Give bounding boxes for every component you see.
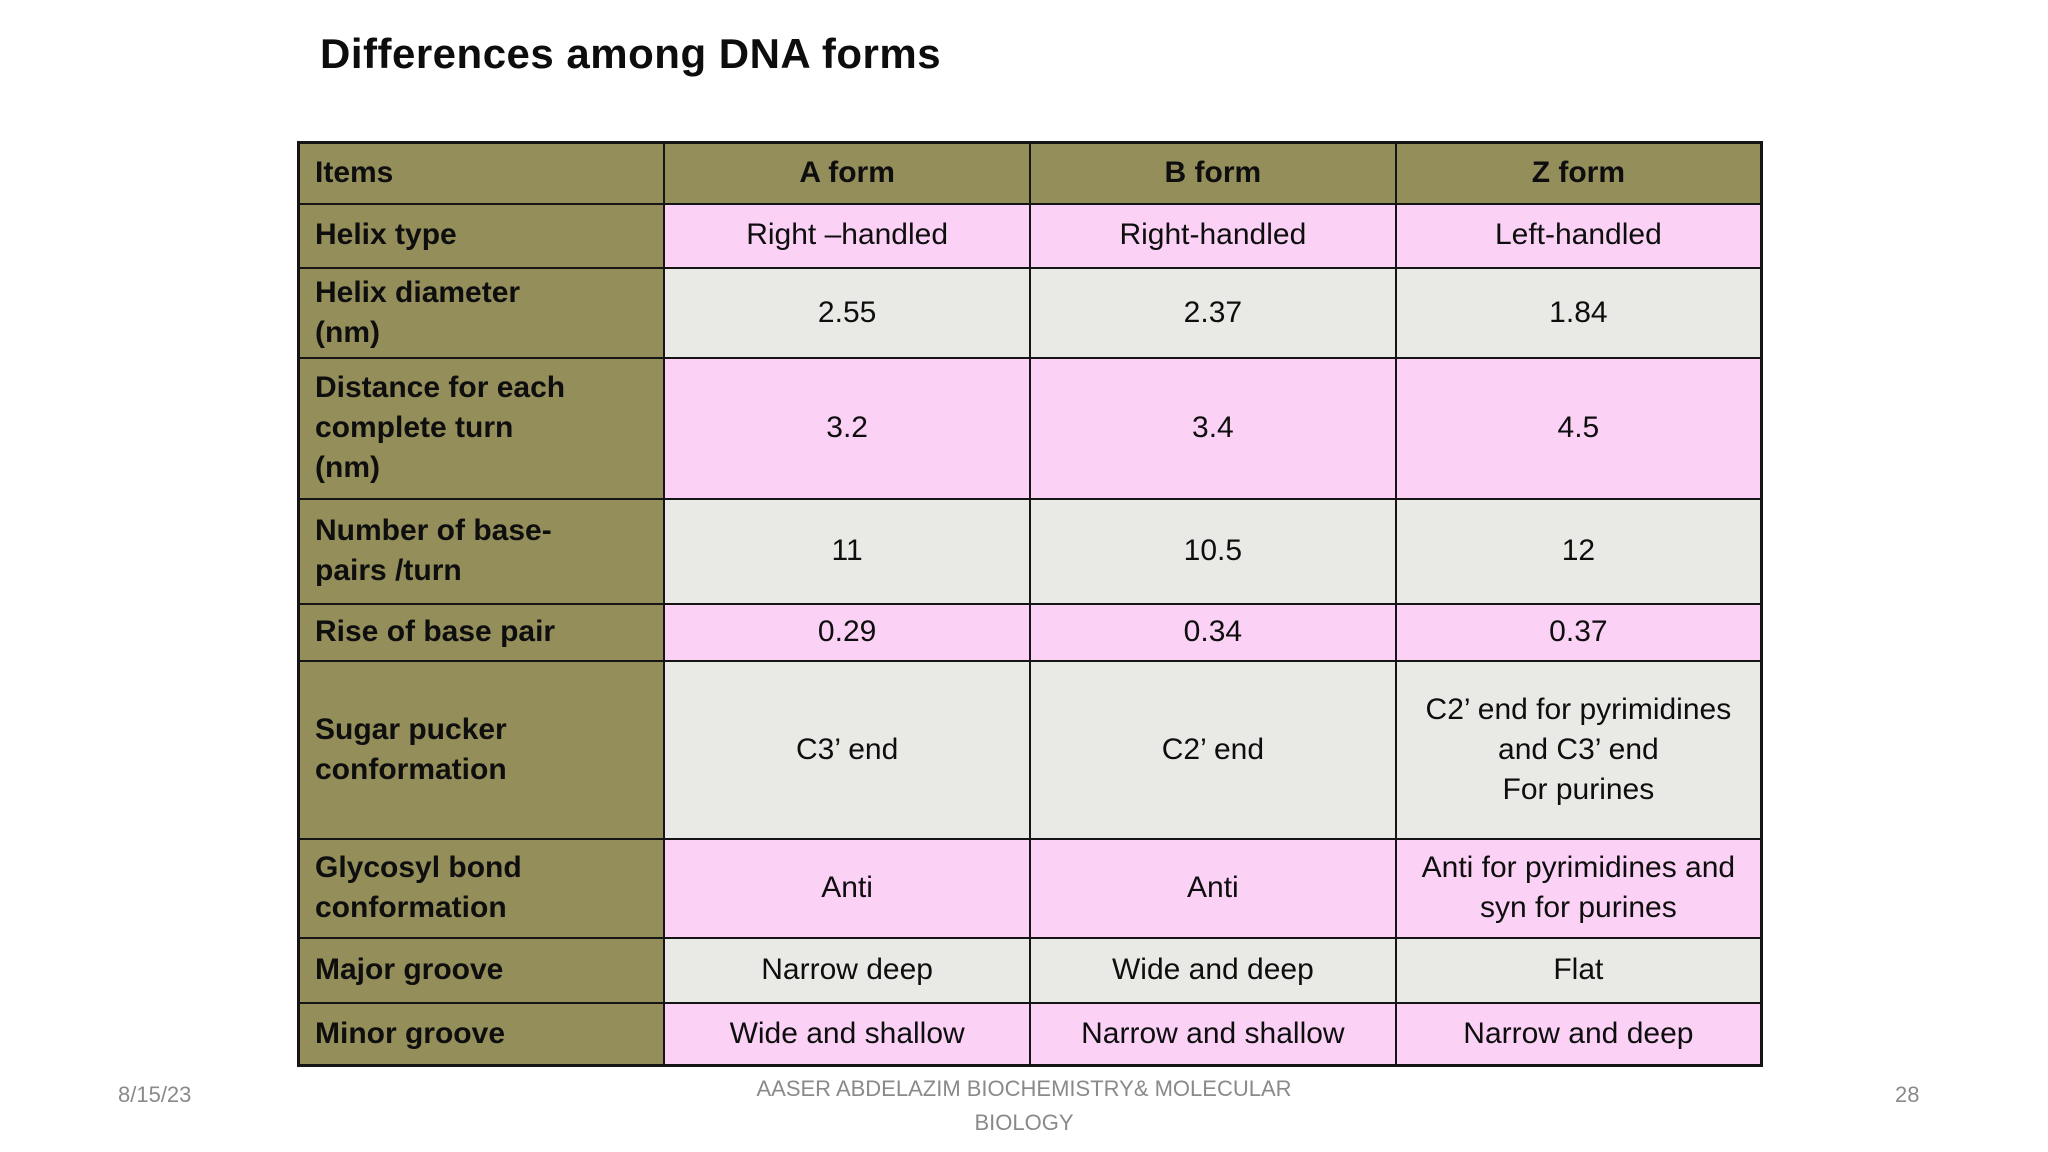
table-cell: Left-handled <box>1394 202 1763 269</box>
table-cell: Anti for pyrimidines and syn for purines <box>1394 837 1763 939</box>
row-label: Glycosyl bond conformation <box>297 837 666 939</box>
table-cell: Wide and shallow <box>663 1001 1031 1067</box>
table-cell: 2.37 <box>1029 266 1397 359</box>
table-cell: 10.5 <box>1029 497 1397 605</box>
table-cell: Anti <box>663 837 1031 939</box>
column-header-b-form: B form <box>1029 141 1397 205</box>
table-cell: 11 <box>663 497 1031 605</box>
table-row-distance-per-turn: Distance for each complete turn (nm) 3.2… <box>297 356 1763 500</box>
row-label: Distance for each complete turn (nm) <box>297 356 666 500</box>
table-row-glycosyl-bond: Glycosyl bond conformation Anti Anti Ant… <box>297 837 1763 939</box>
row-label: Helix diameter (nm) <box>297 266 666 359</box>
table-cell: 0.29 <box>663 602 1031 662</box>
table-cell: Anti <box>1029 837 1397 939</box>
table-header-row: Items A form B form Z form <box>297 141 1763 205</box>
table-cell: 3.2 <box>663 356 1031 500</box>
table-cell: 0.34 <box>1029 602 1397 662</box>
table-row-major-groove: Major groove Narrow deep Wide and deep F… <box>297 936 1763 1004</box>
table-row-sugar-pucker: Sugar pucker conformation C3’ end C2’ en… <box>297 659 1763 840</box>
table-cell: 0.37 <box>1394 602 1763 662</box>
footer-date: 8/15/23 <box>118 1082 192 1107</box>
table-row-helix-type: Helix type Right –handled Right-handled … <box>297 202 1763 269</box>
row-label: Major groove <box>297 936 666 1004</box>
table-cell: Narrow deep <box>663 936 1031 1004</box>
page-title: Differences among DNA forms <box>320 30 942 77</box>
row-label: Minor groove <box>297 1001 666 1067</box>
table-row-base-pairs-per-turn: Number of base- pairs /turn 11 10.5 12 <box>297 497 1763 605</box>
row-label: Number of base- pairs /turn <box>297 497 666 605</box>
column-header-items: Items <box>297 141 666 205</box>
footer-course-label: AASER ABDELAZIM BIOCHEMISTRY& MOLECULAR … <box>756 1076 1292 1135</box>
row-label: Sugar pucker conformation <box>297 659 666 840</box>
table-cell: C2’ end <box>1029 659 1397 840</box>
table-row-helix-diameter: Helix diameter (nm) 2.55 2.37 1.84 <box>297 266 1763 359</box>
dna-forms-table: Items A form B form Z form Helix type Ri… <box>297 141 1763 1068</box>
table-cell: 2.55 <box>663 266 1031 359</box>
table-cell: 3.4 <box>1029 356 1397 500</box>
table-cell: Right –handled <box>663 202 1031 269</box>
row-label: Rise of base pair <box>297 602 666 662</box>
table-cell: 12 <box>1394 497 1763 605</box>
table-cell: Right-handled <box>1029 202 1397 269</box>
table-cell: Flat <box>1394 936 1763 1004</box>
table-cell: Wide and deep <box>1029 936 1397 1004</box>
column-header-a-form: A form <box>663 141 1031 205</box>
table-row-minor-groove: Minor groove Wide and shallow Narrow and… <box>297 1001 1763 1067</box>
table-cell: Narrow and shallow <box>1029 1001 1397 1067</box>
table-cell: C2’ end for pyrimidines and C3’ end For … <box>1394 659 1763 840</box>
row-label: Helix type <box>297 202 666 269</box>
table-cell: C3’ end <box>663 659 1031 840</box>
column-header-z-form: Z form <box>1394 141 1763 205</box>
table-cell: Narrow and deep <box>1394 1001 1763 1067</box>
table-row-rise-of-base-pair: Rise of base pair 0.29 0.34 0.37 <box>297 602 1763 662</box>
table-cell: 1.84 <box>1394 266 1763 359</box>
slide-page-number: 28 <box>1895 1082 1920 1107</box>
table-cell: 4.5 <box>1394 356 1763 500</box>
